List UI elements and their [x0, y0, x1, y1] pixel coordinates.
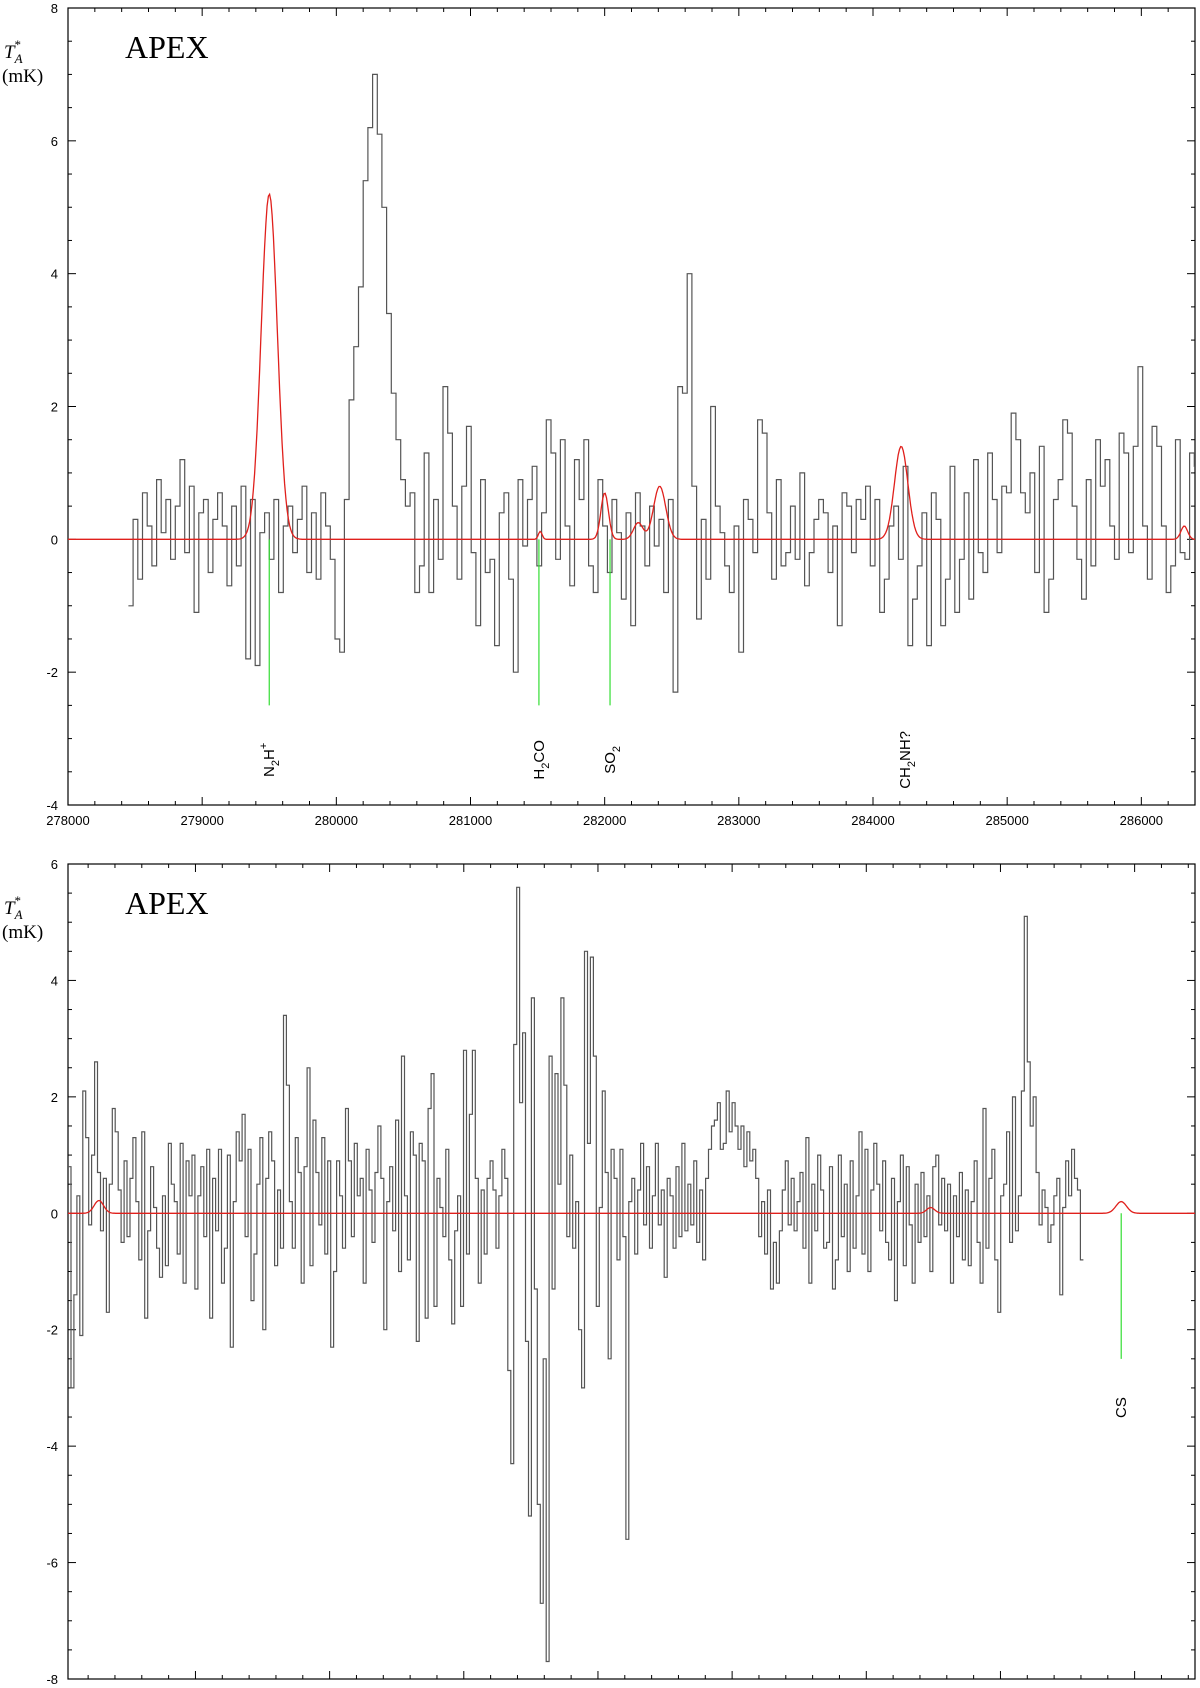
y-axis-label: TA* — [4, 893, 23, 922]
observed-spectrum-line — [68, 886, 1084, 1663]
x-tick-label: 278000 — [46, 813, 89, 828]
spectrum-panel-bottom: 2870002880002890002900002910002920002930… — [2, 857, 1196, 1688]
y-tick-label: 2 — [51, 1090, 58, 1105]
y-tick-label: 0 — [51, 532, 58, 547]
x-tick-label: 283000 — [717, 813, 760, 828]
y-tick-label: -8 — [46, 1672, 58, 1687]
y-tick-label: 6 — [51, 857, 58, 872]
y-tick-label: 6 — [51, 134, 58, 149]
y-tick-label: -2 — [46, 1323, 58, 1338]
line-marker-label: H2CO — [531, 740, 552, 779]
y-tick-label: -2 — [46, 665, 58, 680]
line-marker-label: CH2NH? — [897, 731, 918, 789]
x-tick-label: 284000 — [851, 813, 894, 828]
observed-spectrum-line — [128, 73, 1195, 693]
y-axis-label: TA* — [4, 37, 23, 66]
x-tick-label: 282000 — [583, 813, 626, 828]
x-tick-label: 281000 — [449, 813, 492, 828]
plot-frame — [67, 7, 1196, 806]
panel-title: APEX — [125, 885, 209, 921]
line-marker-label: SO2 — [602, 746, 623, 774]
model-spectrum-line — [68, 192, 1195, 540]
line-marker-label: CS — [1113, 1397, 1130, 1418]
spectrum-panel-top: 278000 279000 280000 281000 282000 283000 2840… — [2, 1, 1196, 828]
y-tick-label: -4 — [46, 1439, 58, 1454]
x-tick-label: 280000 — [315, 813, 358, 828]
y-tick-label: -6 — [46, 1556, 58, 1571]
y-tick-label: 2 — [51, 400, 58, 415]
model-spectrum-line — [68, 1199, 1195, 1214]
y-tick-label: -4 — [46, 798, 58, 813]
y-tick-label: 4 — [51, 973, 58, 988]
x-tick-label: 285000 — [985, 813, 1028, 828]
y-tick-label: 8 — [51, 1, 58, 16]
y-tick-label: 4 — [51, 267, 58, 282]
line-marker-label: N2H+ — [258, 743, 282, 777]
x-tick-label: 286000 — [1120, 813, 1163, 828]
y-tick-label: 0 — [51, 1206, 58, 1221]
y-axis-unit: (mK) — [2, 66, 43, 87]
plot-frame — [67, 863, 1196, 1680]
panel-title: APEX — [125, 29, 209, 65]
x-tick-label: 279000 — [180, 813, 223, 828]
y-axis-unit: (mK) — [2, 922, 43, 943]
